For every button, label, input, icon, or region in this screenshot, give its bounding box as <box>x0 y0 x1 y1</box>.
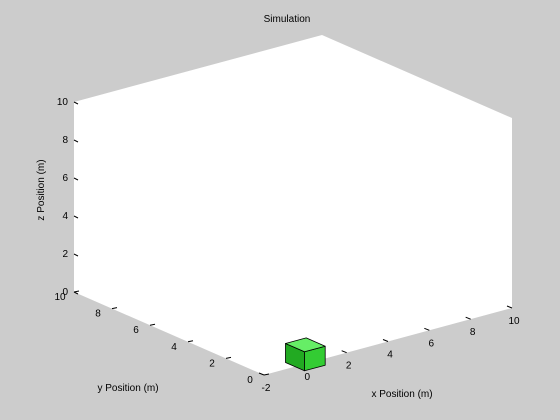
cube-face-top <box>285 337 326 353</box>
x-tick-mark <box>424 327 430 331</box>
x-tick-mark <box>258 372 265 376</box>
chart-title: Simulation <box>264 14 311 25</box>
y-tick-label: 4 <box>171 342 177 353</box>
x-tick-label: 0 <box>305 372 311 383</box>
z-tick-label: 4 <box>62 211 68 222</box>
y-tick-label: 10 <box>54 292 66 303</box>
cube-object <box>285 337 326 372</box>
z-tick-label: 6 <box>62 173 68 184</box>
x-tick-label: 4 <box>387 350 393 361</box>
z-tick-label: 8 <box>62 135 68 146</box>
x-tick-label: -2 <box>262 383 271 394</box>
z-tick-mark <box>73 253 79 257</box>
x-tick-label: 8 <box>470 327 476 338</box>
y-tick-label: 0 <box>247 375 253 386</box>
y-tick-label: 2 <box>209 358 215 369</box>
x-tick-label: 10 <box>508 316 520 327</box>
y-tick-label: 6 <box>133 325 139 336</box>
y-tick-label: 8 <box>95 309 101 320</box>
x-tick-mark <box>341 350 347 354</box>
z-tick-label: 10 <box>57 97 69 108</box>
y-tick-mark <box>263 373 270 376</box>
x-tick-mark <box>506 305 513 309</box>
y-tick-mark <box>111 307 118 310</box>
x-axis-label: x Position (m) <box>371 389 432 400</box>
y-tick-mark <box>149 323 156 326</box>
z-tick-mark <box>73 215 79 219</box>
z-tick-mark <box>73 101 79 105</box>
y-axis-label: y Position (m) <box>97 383 158 394</box>
z-tick-mark <box>73 291 79 295</box>
z-tick-mark <box>73 139 79 143</box>
y-tick-mark <box>73 290 80 293</box>
z-tick-mark <box>73 177 79 181</box>
x-tick-mark <box>382 339 389 342</box>
x-tick-label: 2 <box>346 361 352 372</box>
axes-background <box>74 35 512 375</box>
x-tick-label: 6 <box>429 338 435 349</box>
x-tick-mark <box>465 316 471 320</box>
z-axis-label: z Position (m) <box>36 159 47 220</box>
y-tick-mark <box>187 340 194 343</box>
z-tick-label: 0 <box>62 287 68 298</box>
y-tick-mark <box>225 356 232 359</box>
z-tick-label: 2 <box>62 249 68 260</box>
